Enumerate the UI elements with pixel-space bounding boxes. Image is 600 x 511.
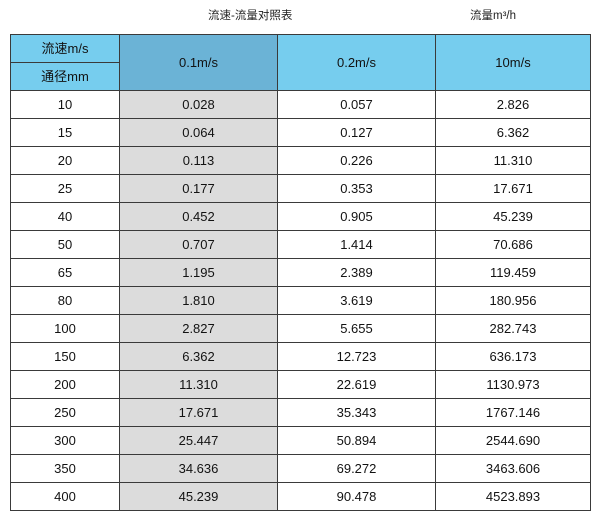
cell-nominal-diameter: 350: [10, 454, 120, 483]
cell-flow-0-2: 0.353: [277, 174, 436, 203]
cell-nominal-diameter: 400: [10, 482, 120, 511]
cell-flow-0-2: 0.905: [277, 202, 436, 231]
cell-flow-10: 1130.973: [435, 370, 591, 399]
cell-flow-0-1: 2.827: [119, 314, 278, 343]
cell-flow-0-2: 35.343: [277, 398, 436, 427]
cell-flow-0-2: 0.127: [277, 118, 436, 147]
table-row: 25 0.177 0.353 17.671: [10, 174, 591, 203]
cell-flow-0-1: 0.028: [119, 90, 278, 119]
header-row: 流速m/s 通径mm 0.1m/s 0.2m/s 10m/s: [10, 34, 591, 91]
cell-flow-10: 119.459: [435, 258, 591, 287]
cell-flow-0-1: 6.362: [119, 342, 278, 371]
table-row: 250 17.671 35.343 1767.146: [10, 398, 591, 427]
table-row: 350 34.636 69.272 3463.606: [10, 454, 591, 483]
cell-flow-0-2: 12.723: [277, 342, 436, 371]
caption-row: 流速-流量对照表 流量m³/h: [0, 6, 600, 28]
cell-flow-0-1: 1.810: [119, 286, 278, 315]
column-header-velocity-10: 10m/s: [435, 34, 591, 91]
cell-flow-0-1: 0.177: [119, 174, 278, 203]
cell-nominal-diameter: 25: [10, 174, 120, 203]
cell-nominal-diameter: 150: [10, 342, 120, 371]
cell-nominal-diameter: 200: [10, 370, 120, 399]
cell-flow-10: 636.173: [435, 342, 591, 371]
cell-nominal-diameter: 100: [10, 314, 120, 343]
column-header-velocity-0-1: 0.1m/s: [119, 34, 278, 91]
table-header: 流速m/s 通径mm 0.1m/s 0.2m/s 10m/s: [10, 34, 591, 91]
cell-flow-10: 4523.893: [435, 482, 591, 511]
cell-flow-10: 45.239: [435, 202, 591, 231]
cell-flow-10: 2.826: [435, 90, 591, 119]
cell-flow-10: 282.743: [435, 314, 591, 343]
cell-flow-0-1: 0.707: [119, 230, 278, 259]
cell-flow-0-2: 0.057: [277, 90, 436, 119]
table-row: 10 0.028 0.057 2.826: [10, 90, 591, 119]
cell-nominal-diameter: 80: [10, 286, 120, 315]
cell-flow-0-1: 45.239: [119, 482, 278, 511]
table-row: 50 0.707 1.414 70.686: [10, 230, 591, 259]
corner-header-cell: 流速m/s 通径mm: [10, 34, 120, 91]
cell-flow-10: 3463.606: [435, 454, 591, 483]
cell-nominal-diameter: 50: [10, 230, 120, 259]
flow-rate-reference-page: 流速-流量对照表 流量m³/h 流速m/s 通径mm 0.1m/s 0.2m/s…: [0, 6, 600, 511]
cell-flow-0-2: 2.389: [277, 258, 436, 287]
table-body: 10 0.028 0.057 2.826 15 0.064 0.127 6.362 20 0.11…: [10, 90, 591, 511]
table-row: 100 2.827 5.655 282.743: [10, 314, 591, 343]
cell-flow-0-1: 0.064: [119, 118, 278, 147]
cell-nominal-diameter: 20: [10, 146, 120, 175]
cell-flow-10: 6.362: [435, 118, 591, 147]
cell-flow-0-1: 25.447: [119, 426, 278, 455]
cell-flow-0-1: 0.452: [119, 202, 278, 231]
main-title: 流速-流量对照表: [208, 10, 293, 22]
table-row: 20 0.113 0.226 11.310: [10, 146, 591, 175]
cell-nominal-diameter: 40: [10, 202, 120, 231]
table-row: 15 0.064 0.127 6.362: [10, 118, 591, 147]
cell-nominal-diameter: 300: [10, 426, 120, 455]
table-row: 80 1.810 3.619 180.956: [10, 286, 591, 315]
column-header-velocity-0-2: 0.2m/s: [277, 34, 436, 91]
cell-flow-10: 1767.146: [435, 398, 591, 427]
cell-nominal-diameter: 15: [10, 118, 120, 147]
cell-flow-0-2: 5.655: [277, 314, 436, 343]
cell-flow-0-1: 17.671: [119, 398, 278, 427]
table-row: 200 11.310 22.619 1130.973: [10, 370, 591, 399]
unit-title: 流量m³/h: [470, 10, 516, 22]
table-row: 400 45.239 90.478 4523.893: [10, 482, 591, 511]
table-row: 40 0.452 0.905 45.239: [10, 202, 591, 231]
cell-flow-10: 17.671: [435, 174, 591, 203]
cell-flow-10: 2544.690: [435, 426, 591, 455]
table-row: 150 6.362 12.723 636.173: [10, 342, 591, 371]
cell-flow-0-1: 34.636: [119, 454, 278, 483]
flow-velocity-flow-rate-table: 流速m/s 通径mm 0.1m/s 0.2m/s 10m/s 10 0.028 0.…: [10, 34, 591, 511]
flow-table-container: 流速m/s 通径mm 0.1m/s 0.2m/s 10m/s 10 0.028 0.…: [10, 34, 591, 511]
cell-flow-10: 11.310: [435, 146, 591, 175]
cell-flow-10: 180.956: [435, 286, 591, 315]
cell-nominal-diameter: 10: [10, 90, 120, 119]
cell-flow-0-2: 50.894: [277, 426, 436, 455]
cell-flow-0-1: 11.310: [119, 370, 278, 399]
cell-flow-0-2: 69.272: [277, 454, 436, 483]
cell-flow-10: 70.686: [435, 230, 591, 259]
cell-flow-0-2: 1.414: [277, 230, 436, 259]
table-row: 300 25.447 50.894 2544.690: [10, 426, 591, 455]
cell-flow-0-2: 0.226: [277, 146, 436, 175]
corner-header-velocity-label: 流速m/s: [11, 35, 119, 63]
table-row: 65 1.195 2.389 119.459: [10, 258, 591, 287]
cell-flow-0-2: 90.478: [277, 482, 436, 511]
cell-nominal-diameter: 250: [10, 398, 120, 427]
cell-flow-0-1: 1.195: [119, 258, 278, 287]
cell-flow-0-2: 22.619: [277, 370, 436, 399]
cell-nominal-diameter: 65: [10, 258, 120, 287]
cell-flow-0-1: 0.113: [119, 146, 278, 175]
corner-header-diameter-label: 通径mm: [11, 63, 119, 90]
cell-flow-0-2: 3.619: [277, 286, 436, 315]
